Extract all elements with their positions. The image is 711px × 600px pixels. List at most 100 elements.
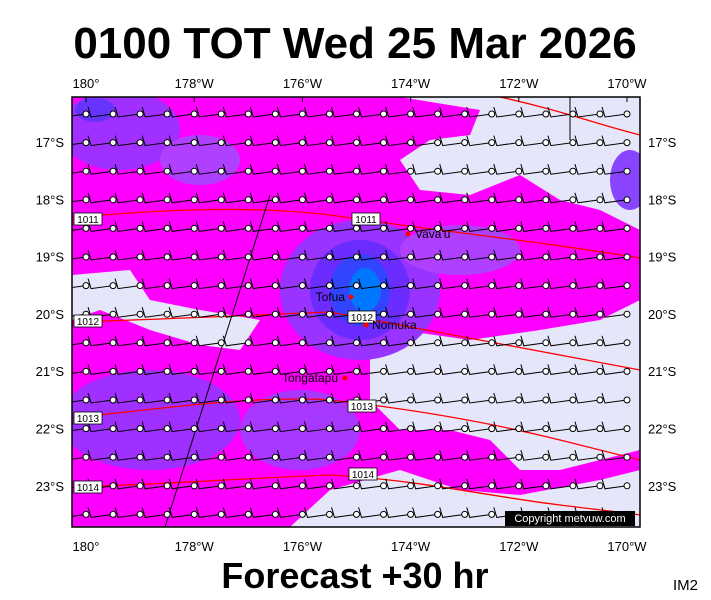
wind-station: [596, 139, 604, 147]
wind-station: [244, 110, 252, 118]
wind-station: [623, 282, 631, 290]
wind-barb: [601, 392, 628, 404]
wind-barb: [493, 364, 519, 375]
wind-station: [325, 196, 333, 204]
wind-station: [461, 453, 469, 461]
wind-station: [136, 396, 144, 404]
wind-station: [569, 139, 577, 147]
wind-barb: [574, 307, 601, 318]
wind-station: [109, 482, 117, 490]
wind-station: [488, 339, 496, 347]
wind-barb: [331, 164, 357, 175]
wind-station: [109, 510, 117, 518]
wind-barb: [574, 249, 601, 261]
wind-station: [136, 224, 144, 232]
wind-station: [298, 453, 306, 461]
wind-barb: [222, 278, 249, 290]
wind-barb: [466, 106, 492, 118]
wind-station: [271, 310, 279, 318]
wind-barb: [168, 421, 195, 433]
wind-station: [569, 224, 577, 232]
wind-station: [407, 167, 415, 175]
wind-barb: [168, 192, 195, 204]
wind-station: [217, 510, 225, 518]
wind-station: [515, 110, 523, 118]
wind-barb: [141, 507, 168, 518]
wind-station: [298, 425, 306, 433]
wind-station: [217, 110, 225, 118]
latitude-label: 21°S: [648, 364, 677, 379]
wind-barb: [385, 249, 411, 261]
wind-barb: [168, 221, 195, 232]
wind-station: [434, 510, 442, 518]
wind-barb: [385, 478, 411, 490]
wind-barb: [195, 335, 222, 347]
wind-barb: [466, 364, 492, 375]
wind-barb: [72, 342, 87, 346]
wind-station: [461, 310, 469, 318]
wind-barb: [493, 106, 519, 118]
wind-barb: [493, 392, 519, 404]
wind-station: [244, 482, 252, 490]
wind-barb: [493, 278, 519, 290]
wind-station: [217, 396, 225, 404]
wind-barb: [114, 450, 141, 461]
wind-station: [217, 482, 225, 490]
wind-station: [461, 510, 469, 518]
wind-station: [298, 282, 306, 290]
wind-station: [109, 339, 117, 347]
wind-barb: [249, 335, 276, 347]
wind-station: [353, 253, 360, 261]
wind-barb: [358, 135, 384, 147]
wind-station: [434, 310, 442, 318]
wind-station: [163, 482, 171, 490]
wind-barb: [114, 106, 141, 118]
wind-barb: [87, 392, 114, 404]
wind-station: [623, 224, 631, 232]
wind-station: [217, 167, 225, 175]
wind-station: [325, 339, 333, 347]
wind-barb: [439, 421, 465, 433]
wind-barb: [141, 221, 168, 232]
wind-barb: [358, 450, 384, 461]
longitude-label: 180°: [73, 539, 100, 554]
wind-station: [434, 453, 442, 461]
wind-station: [190, 196, 198, 204]
wind-station: [515, 396, 523, 404]
wind-station: [488, 396, 496, 404]
wind-station: [163, 253, 171, 261]
latitude-label: 22°S: [36, 422, 65, 437]
wind-barb: [601, 364, 628, 375]
wind-station: [271, 139, 279, 147]
wind-barb: [168, 135, 195, 147]
wind-barb: [222, 335, 249, 347]
wind-station: [298, 139, 306, 147]
wind-barb: [195, 192, 222, 204]
wind-barb: [439, 135, 465, 147]
longitude-label: 176°W: [283, 539, 323, 554]
wind-barb: [547, 392, 573, 404]
wind-barb: [601, 221, 628, 232]
wind-station: [542, 453, 550, 461]
wind-station: [217, 453, 225, 461]
wind-station: [163, 139, 171, 147]
wind-barb: [87, 135, 114, 147]
wind-barb: [385, 135, 411, 147]
wind-station: [217, 310, 225, 318]
wind-station: [461, 253, 469, 261]
wind-barb: [141, 450, 168, 461]
copyright: Copyright metvuw.com: [514, 513, 625, 525]
wind-barb: [222, 450, 249, 461]
wind-barb: [114, 135, 141, 147]
wind-station: [515, 367, 523, 375]
wind-station: [136, 339, 144, 347]
wind-station: [353, 482, 360, 490]
wind-station: [569, 167, 577, 175]
wind-station: [271, 425, 279, 433]
wind-barb: [249, 135, 276, 147]
isobar-label-box: [73, 480, 103, 494]
wind-barb: [195, 221, 222, 232]
wind-barb: [547, 221, 573, 232]
wind-barb: [249, 192, 276, 204]
